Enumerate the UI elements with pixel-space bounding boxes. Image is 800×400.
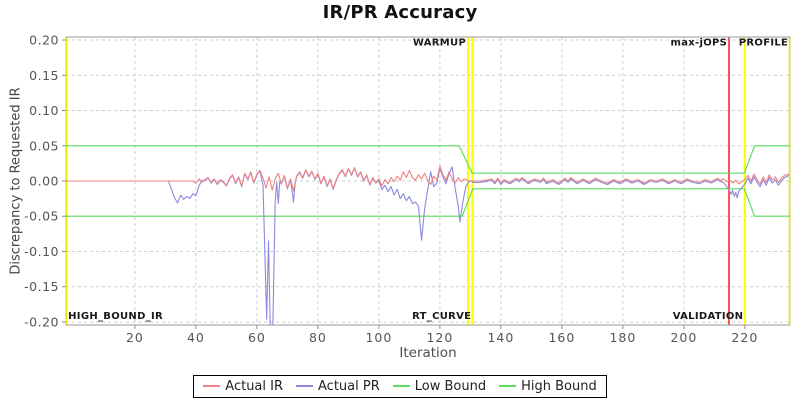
x-tick-label: 40 [187,330,205,345]
y-tick-label: 0.00 [29,174,59,189]
y-tick-label: 0.05 [29,138,59,153]
series-actual-pr [167,166,790,325]
chart-title: IR/PR Accuracy [322,2,478,23]
phase-label: PROFILE [739,38,788,49]
series-group [66,145,790,325]
x-tick-label: 100 [365,330,392,345]
y-tick-label: 0.15 [29,68,59,83]
x-tick-label: 220 [731,330,758,345]
y-tick-label: 0.10 [29,103,59,118]
y-tick-label: -0.15 [24,279,59,294]
x-tick-label: 120 [426,330,453,345]
phase-label: HIGH_BOUND_IR [68,311,163,322]
x-tick-label: 60 [248,330,266,345]
x-tick-label: 20 [126,330,144,345]
actual-ir-line-swatch-icon [203,385,221,387]
phase-label: WARMUP [413,38,466,49]
x-tick-label: 140 [487,330,514,345]
x-tick-label: 80 [309,330,327,345]
y-tick-label: -0.05 [24,209,59,224]
legend-item-low-bound: Low Bound [392,378,487,394]
legend-label: Actual IR [225,378,284,394]
series-low-bound [66,188,790,217]
legend-item-actual-ir: Actual IR [203,379,283,394]
legend-label: Actual PR [318,378,380,394]
legend-item-actual-pr: Actual PR [296,379,380,394]
x-tick-label: 160 [548,330,575,345]
y-tick-label: -0.10 [24,244,59,259]
low-bound-line-swatch-icon [392,385,410,387]
legend-box: Actual IR Actual PR Low Bound High Bound [193,374,607,398]
x-tick-label: 180 [609,330,636,345]
x-axis-title: Iteration [399,345,457,361]
legend-label: High Bound [521,378,597,394]
legend-item-high-bound: High Bound [499,379,597,394]
phase-label: RT_CURVE [412,311,471,322]
y-tick-label: -0.20 [24,314,59,329]
phase-label: VALIDATION [673,311,744,322]
actual-pr-line-swatch-icon [296,385,314,387]
series-actual-ir [66,165,790,192]
legend-label: Low Bound [414,378,487,394]
legend: Actual IR Actual PR Low Bound High Bound [0,372,800,398]
y-tick-label: 0.20 [29,33,59,48]
x-tick-label: 200 [670,330,697,345]
series-high-bound [66,145,790,174]
high-bound-line-swatch-icon [499,385,517,387]
phase-label: max-jOPS [671,38,728,49]
